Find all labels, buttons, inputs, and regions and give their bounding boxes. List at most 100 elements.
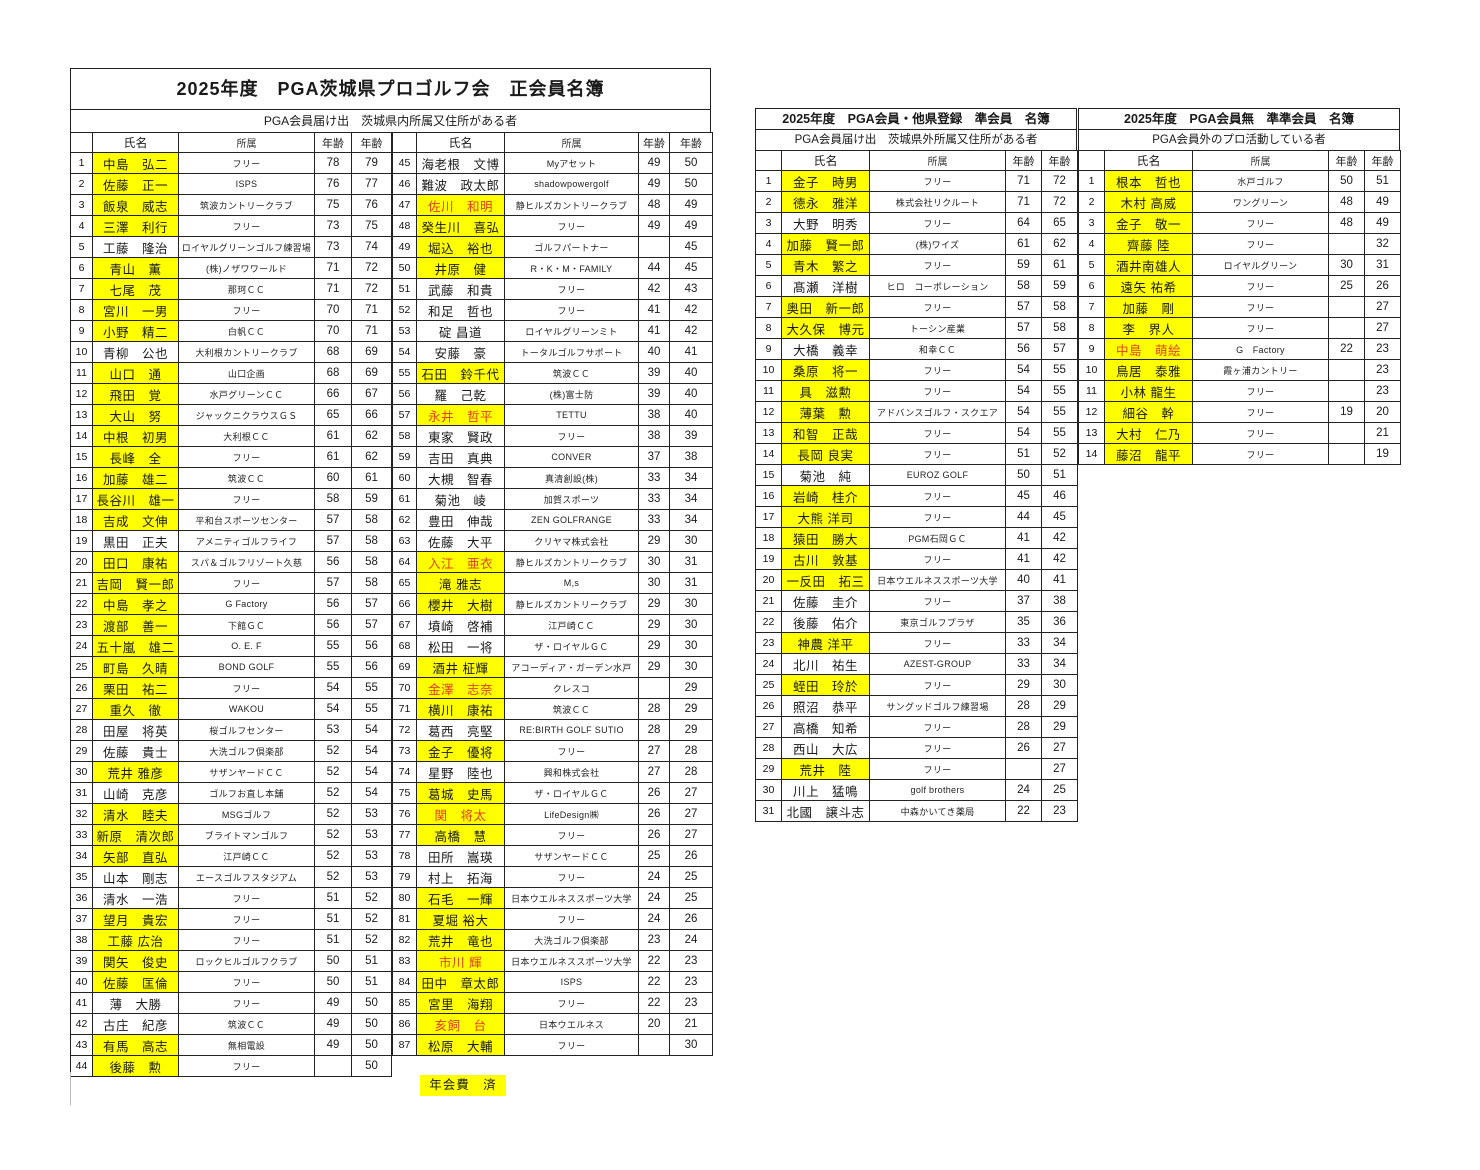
member-name: 金子 時男 — [781, 170, 870, 192]
member-name: 長岡 良実 — [781, 443, 870, 465]
age-col-1: 38 — [638, 425, 670, 447]
member-affiliation: 中森かいてき薬局 — [869, 800, 1006, 822]
member-name: 癸生川 喜弘 — [416, 215, 505, 237]
age-col-1: 61 — [314, 425, 352, 447]
age-col-2: 40 — [669, 362, 713, 384]
row-number: 62 — [392, 509, 417, 531]
table-row: 19 黒田 正夫 アメニティゴルフライフ 57 58 — [70, 530, 392, 552]
age-col-2: 29 — [1041, 695, 1078, 717]
row-number: 57 — [392, 404, 417, 426]
regular-members-table-left: 氏名 所属 年齢 年齢 1 中島 弘二 フリー 78 79 2 佐藤 正一 ISPS 76 77 3… — [70, 132, 392, 1077]
row-number: 38 — [70, 929, 93, 951]
member-name: 高橋 知希 — [781, 716, 870, 738]
age-col-1: 37 — [1005, 590, 1042, 612]
member-name: 飯泉 威志 — [92, 194, 179, 216]
member-affiliation: フリー — [504, 824, 639, 846]
member-name: 荒井 竜也 — [416, 929, 505, 951]
member-name: 佐藤 匡倫 — [92, 971, 179, 993]
member-affiliation: クレスコ — [504, 677, 639, 699]
member-affiliation: 那珂ＣＣ — [178, 278, 315, 300]
member-name: 清水 睦夫 — [92, 803, 179, 825]
age-col-2: 21 — [1364, 422, 1401, 444]
associate-members-table: 氏名 所属 年齢 年齢 1 金子 時男 フリー 71 72 2 徳永 雅洋 株式会社リクルート… — [755, 150, 1078, 822]
row-number: 52 — [392, 299, 417, 321]
member-name: 渡部 善一 — [92, 614, 179, 636]
member-name: 具 滋勲 — [781, 380, 870, 402]
roster-subtitle: PGA会員届け出 茨城県内所属又住所がある者 — [70, 109, 711, 132]
member-affiliation: フリー — [178, 446, 315, 468]
member-affiliation: フリー — [178, 152, 315, 174]
row-number: 61 — [392, 488, 417, 510]
member-affiliation: ZEN GOLFRANGE — [504, 509, 639, 531]
row-number: 24 — [70, 635, 93, 657]
age-col-1: 49 — [638, 152, 670, 174]
age-col-2: 54 — [351, 719, 392, 741]
age-col-1: 22 — [638, 971, 670, 993]
table-row: 8 大久保 博元 トーシン産業 57 58 — [755, 317, 1078, 339]
table-row: 31 北國 譲斗志 中森かいてき薬局 22 23 — [755, 800, 1078, 822]
age-col-1: 40 — [1005, 569, 1042, 591]
age-col-2: 31 — [669, 572, 713, 594]
table-row: 2 佐藤 正一 ISPS 76 77 — [70, 173, 392, 195]
member-affiliation: フリー — [1192, 275, 1329, 297]
row-number: 25 — [70, 656, 93, 678]
member-affiliation: フリー — [1192, 380, 1329, 402]
member-affiliation: フリー — [869, 758, 1006, 780]
member-affiliation: フリー — [178, 488, 315, 510]
age-col-2: 23 — [1041, 800, 1078, 822]
member-affiliation: フリー — [869, 674, 1006, 696]
member-affiliation: フリー — [869, 737, 1006, 759]
table-row: 13 大村 仁乃 フリー 21 — [1078, 422, 1401, 444]
age-col-2: 54 — [351, 740, 392, 762]
age-col-1: 58 — [1005, 275, 1042, 297]
member-affiliation: 真清創設(株) — [504, 467, 639, 489]
row-number: 6 — [1078, 275, 1105, 297]
member-affiliation: 和幸ＣＣ — [869, 338, 1006, 360]
age-header: 年齢 — [351, 132, 392, 153]
member-affiliation: ザ・ロイヤルＧＣ — [504, 782, 639, 804]
age-col-1: 30 — [638, 572, 670, 594]
age-col-1: 48 — [1328, 191, 1365, 213]
member-affiliation: トータルゴルフサポート — [504, 341, 639, 363]
age-col-2: 56 — [351, 635, 392, 657]
member-name: 宮川 一男 — [92, 299, 179, 321]
table-row: 24 五十嵐 雄二 O. E. F 55 56 — [70, 635, 392, 657]
affiliation-header: 所属 — [1192, 150, 1329, 171]
member-affiliation: アメニティゴルフライフ — [178, 530, 315, 552]
table-row: 19 古川 敦基 フリー 41 42 — [755, 548, 1078, 570]
member-name: 葛西 亮堅 — [416, 719, 505, 741]
age-col-2: 52 — [1041, 443, 1078, 465]
row-number: 63 — [392, 530, 417, 552]
member-affiliation: フリー — [178, 572, 315, 594]
age-col-1: 20 — [638, 1013, 670, 1035]
age-col-1: 56 — [1005, 338, 1042, 360]
member-name: 北川 祐生 — [781, 653, 870, 675]
age-col-1: 50 — [1328, 170, 1365, 192]
table-row: 23 渡部 善一 下館ＧＣ 56 57 — [70, 614, 392, 636]
age-col-2: 65 — [1041, 212, 1078, 234]
age-col-1: 75 — [314, 194, 352, 216]
member-affiliation: WAKOU — [178, 698, 315, 720]
age-col-2: 28 — [669, 761, 713, 783]
member-affiliation: フリー — [869, 632, 1006, 654]
age-col-1 — [1328, 317, 1365, 339]
age-col-1: 41 — [1005, 548, 1042, 570]
table-row: 58 東家 賢政 フリー 38 39 — [392, 425, 713, 447]
age-col-2: 45 — [1041, 506, 1078, 528]
member-name: 木村 高威 — [1104, 191, 1193, 213]
member-affiliation: フリー — [504, 425, 639, 447]
member-affiliation: フリー — [869, 380, 1006, 402]
age-col-2: 77 — [351, 173, 392, 195]
age-col-1: 60 — [314, 467, 352, 489]
age-col-2: 52 — [351, 908, 392, 930]
row-number: 7 — [70, 278, 93, 300]
row-number: 69 — [392, 656, 417, 678]
table-row: 28 田屋 将英 桜ゴルフセンター 53 54 — [70, 719, 392, 741]
age-col-1: 24 — [638, 908, 670, 930]
age-col-2: 27 — [1364, 296, 1401, 318]
member-affiliation: フリー — [1192, 296, 1329, 318]
age-col-1: 52 — [314, 782, 352, 804]
member-name: 菊池 崚 — [416, 488, 505, 510]
age-col-1: 23 — [638, 929, 670, 951]
age-col-2: 54 — [351, 761, 392, 783]
